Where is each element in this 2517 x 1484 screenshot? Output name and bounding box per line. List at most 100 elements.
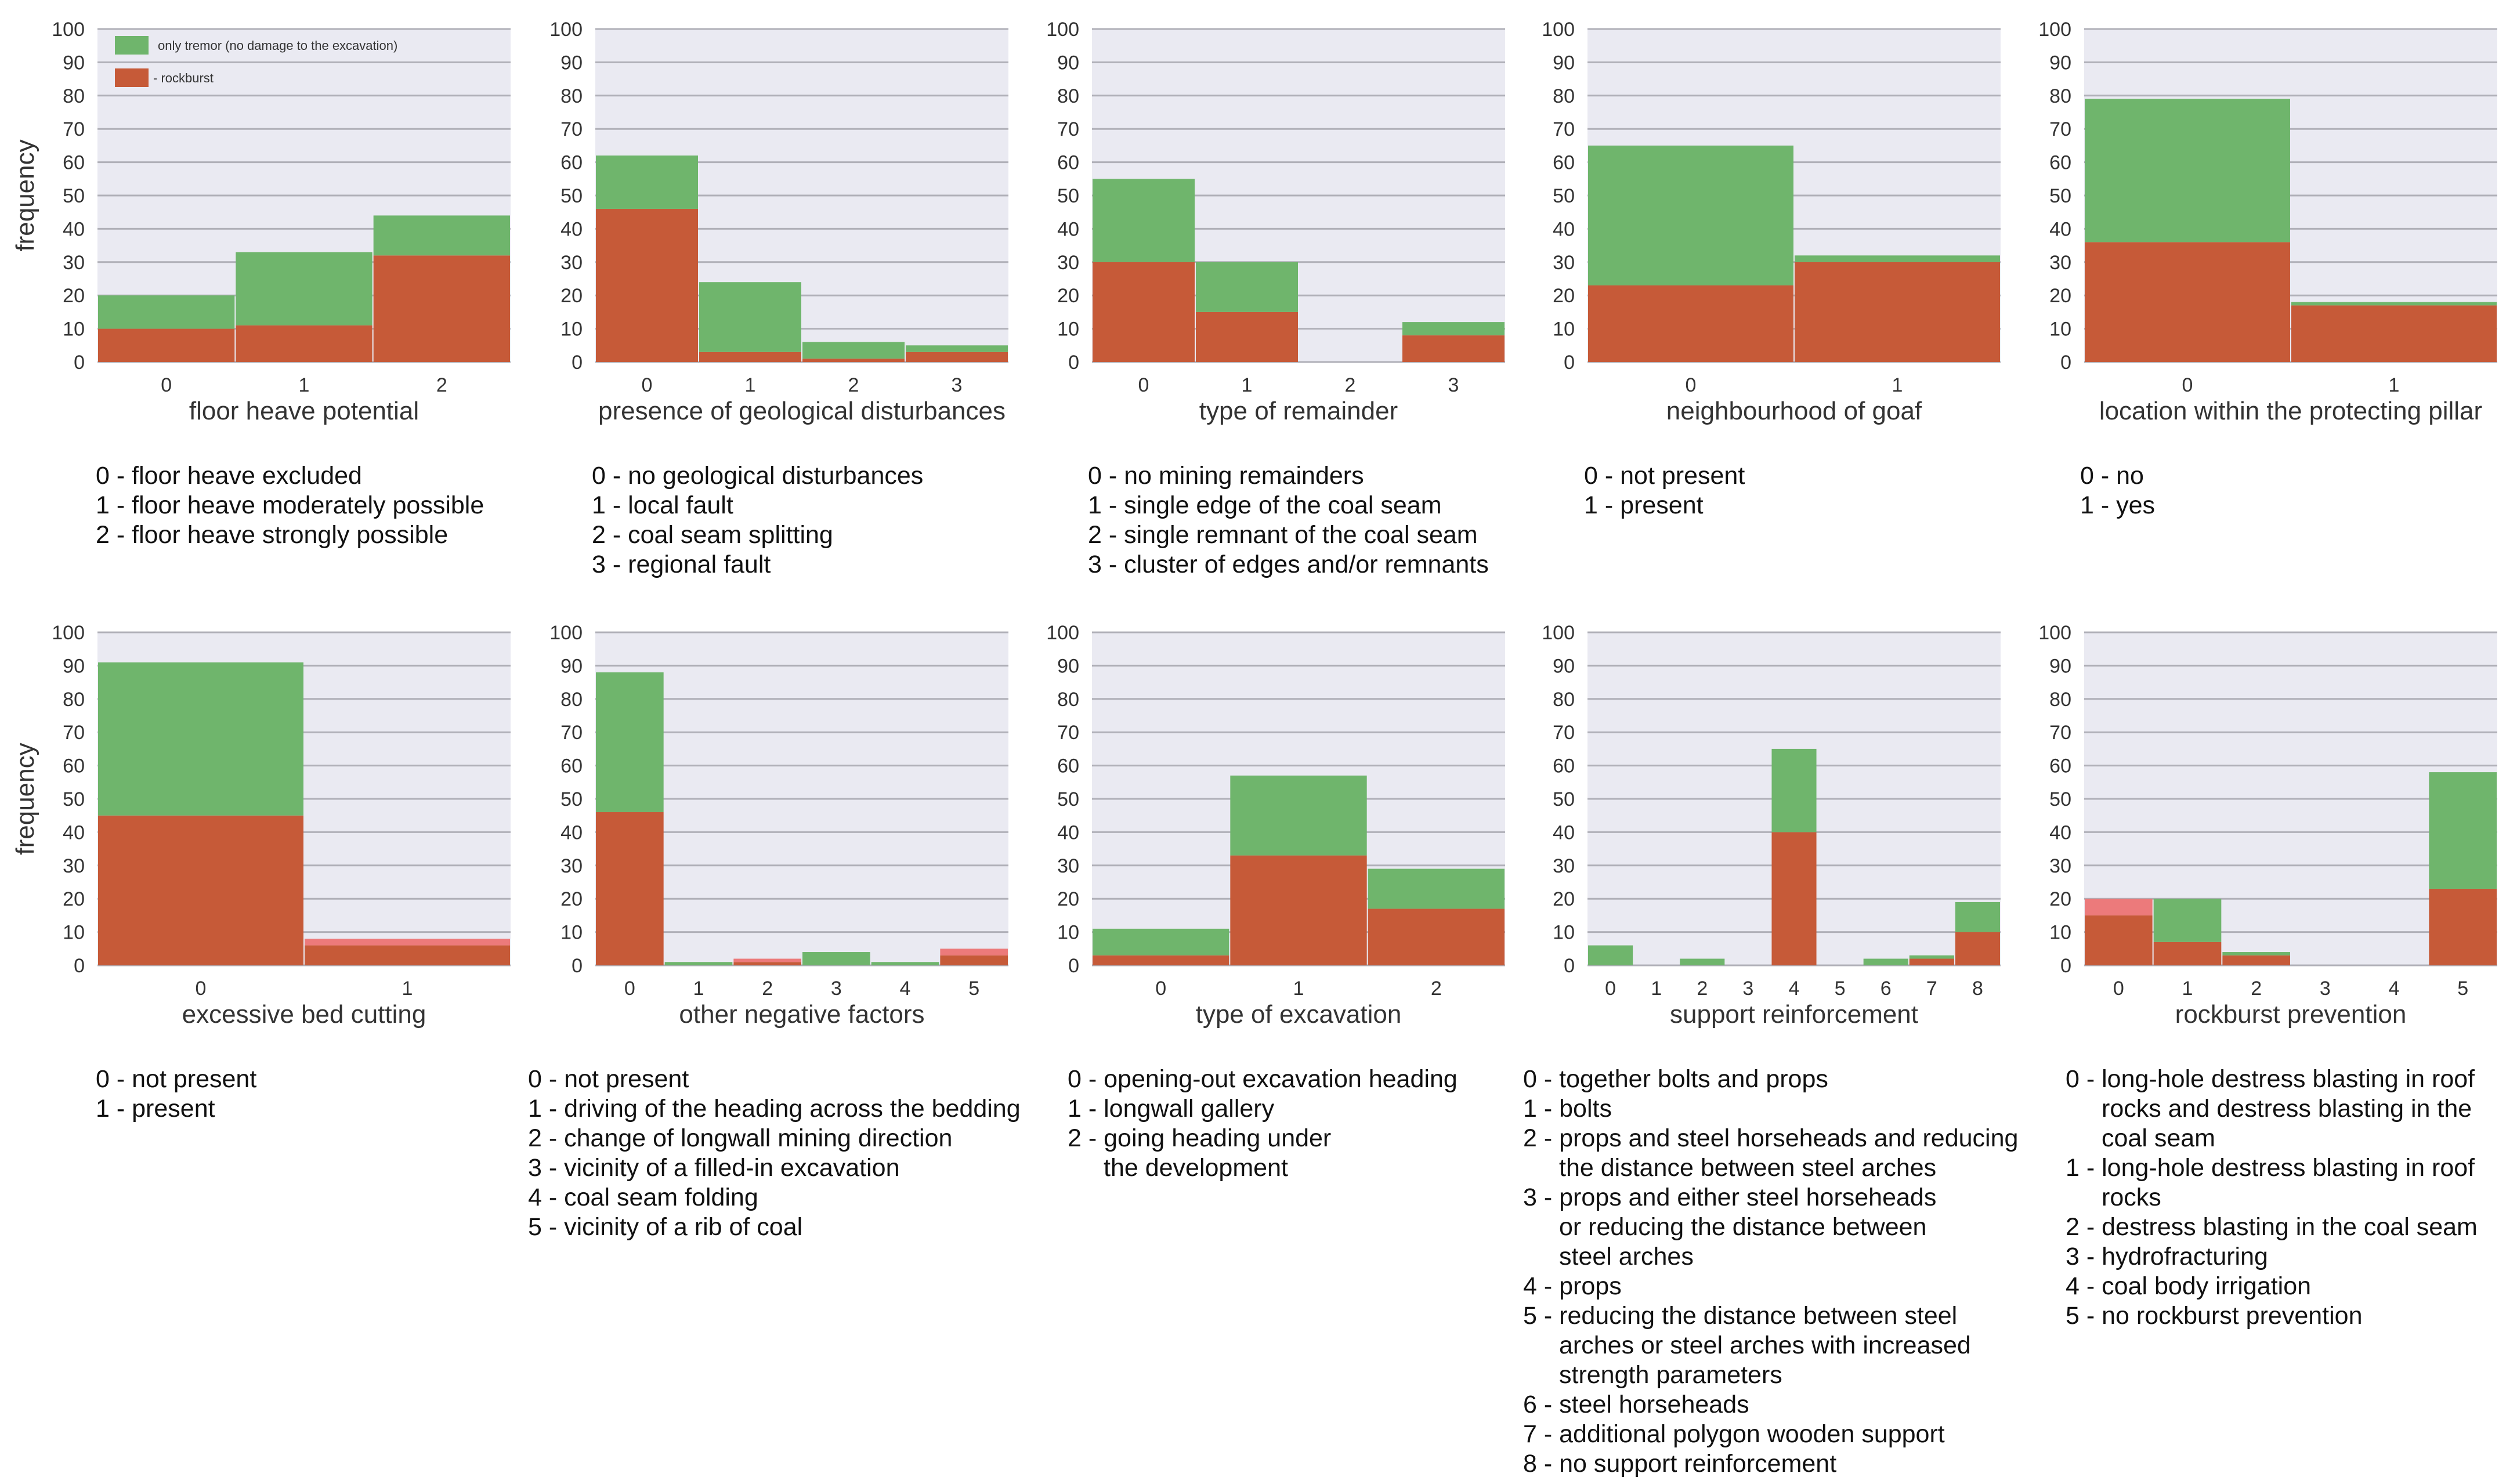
y-tick-label: 80: [2049, 689, 2071, 711]
bar-tremor: [664, 962, 733, 965]
y-tick-label: 30: [2049, 855, 2071, 877]
y-tick-label: 20: [2049, 285, 2071, 307]
y-tick-label: 80: [1553, 85, 1575, 107]
bar-tremor: [373, 215, 510, 256]
y-tick-label: 70: [63, 118, 85, 140]
description-line: or reducing the distance between: [1559, 1213, 1927, 1241]
x-axis-label: type of excavation: [1196, 1000, 1402, 1029]
bar-tremor: [2291, 302, 2497, 306]
description-line: 2 - destress blasting in the coal seam: [2066, 1213, 2478, 1241]
x-tick-label: 5: [2457, 978, 2468, 1000]
description-line: 0 - no geological disturbances: [592, 462, 924, 490]
chart-3: 0 10 20 30 40 50 60 70 80 90 100 0 1 2 3 type of remain…: [1046, 19, 1505, 425]
y-tick-label: 70: [1553, 722, 1575, 744]
bar-rockburst: [373, 255, 510, 362]
bar-tremor: [1093, 928, 1229, 955]
x-tick-label: 2: [1345, 374, 1356, 396]
bar-rockburst: [2429, 888, 2497, 965]
y-tick-label: 30: [1553, 252, 1575, 274]
y-tick-label: 60: [560, 755, 583, 777]
bar-rockburst: [2291, 305, 2497, 362]
y-tick-label: 0: [2060, 955, 2071, 977]
bar-tremor: [2085, 899, 2153, 915]
description-line: 1 - yes: [2080, 491, 2156, 519]
y-tick-label: 0: [1068, 352, 1079, 374]
description-line: 0 - opening-out excavation heading: [1068, 1065, 1458, 1093]
y-tick-label: 80: [1553, 689, 1575, 711]
bar-tremor: [1863, 958, 1908, 965]
x-tick-label: 4: [2389, 978, 2400, 1000]
x-tick-label: 0: [161, 374, 172, 396]
x-tick-label: 4: [1789, 978, 1800, 1000]
x-tick-label: 0: [624, 978, 635, 1000]
description-line: 3 - hydrofracturing: [2066, 1243, 2268, 1271]
y-tick-label: 40: [1057, 218, 1079, 240]
x-tick-label: 1: [1242, 374, 1253, 396]
chart-1: 0 10 20 30 40 50 60 70 80 90 100 0 1 2 floor heave pot…: [11, 19, 511, 425]
y-tick-label: 60: [2049, 152, 2071, 174]
x-tick-label: 0: [1155, 978, 1166, 1000]
y-tick-label: 50: [1057, 788, 1079, 810]
y-tick-label: 100: [1046, 622, 1079, 644]
bar-tremor: [1230, 775, 1367, 856]
y-tick-label: 100: [2038, 19, 2071, 41]
bar-tremor: [871, 962, 939, 965]
y-tick-label: 70: [2049, 722, 2071, 744]
x-tick-label: 1: [1651, 978, 1662, 1000]
description-line: 1 - long-hole destress blasting in roof: [2066, 1154, 2475, 1182]
y-tick-label: 90: [1057, 655, 1079, 677]
y-tick-label: 90: [2049, 52, 2071, 74]
y-tick-label: 10: [2049, 922, 2071, 944]
y-axis-label: frequency: [11, 139, 39, 251]
description-line: 2 - coal seam splitting: [592, 521, 833, 549]
bar-rockburst: [98, 815, 303, 965]
y-tick-label: 80: [63, 85, 85, 107]
description-block-9: 0 - together bolts and props 1 - bolts 2 -…: [1523, 1065, 2018, 1479]
x-tick-label: 2: [1431, 978, 1442, 1000]
y-tick-label: 40: [560, 821, 583, 844]
x-axis-label: floor heave potential: [189, 397, 419, 425]
y-tick-label: 60: [1553, 755, 1575, 777]
bar-rockburst: [1402, 335, 1505, 362]
bar-rockburst: [2085, 915, 2153, 965]
bar-rockburst: [1771, 832, 1817, 965]
chart-7: 0 10 20 30 40 50 60 70 80 90 100 0 1 2 3 4 5 other negati…: [549, 622, 1008, 1029]
x-tick-label: 8: [1972, 978, 1983, 1000]
y-tick-label: 10: [1553, 922, 1575, 944]
description-block-7: 0 - not present 1 - driving of the headin…: [528, 1065, 1021, 1242]
y-tick-label: 90: [1057, 52, 1079, 74]
description-line: 6 - steel horseheads: [1523, 1391, 1749, 1418]
legend: only tremor (no damage to the excavation…: [115, 36, 397, 87]
description-line: 2 - single remnant of the coal seam: [1088, 521, 1478, 549]
x-tick-label: 1: [1293, 978, 1304, 1000]
y-tick-label: 50: [1553, 788, 1575, 810]
bar-tremor: [1402, 322, 1505, 336]
description-line: 1 - present: [1584, 491, 1704, 519]
description-line: 8 - no support reinforcement: [1523, 1450, 1837, 1478]
description-line: 2 - change of longwall mining direction: [528, 1124, 953, 1152]
y-tick-label: 10: [560, 922, 583, 944]
y-tick-label: 80: [1057, 689, 1079, 711]
description-line: 1 - present: [96, 1095, 215, 1123]
bar-tremor: [1588, 945, 1633, 965]
bar-rockburst: [1196, 312, 1298, 362]
x-axis-label: neighbourhood of goaf: [1666, 397, 1922, 425]
y-tick-label: 50: [560, 185, 583, 207]
bar-rockburst: [2222, 955, 2290, 965]
x-tick-label: 3: [1742, 978, 1753, 1000]
y-tick-label: 30: [63, 252, 85, 274]
y-tick-label: 70: [560, 118, 583, 140]
y-tick-label: 100: [52, 622, 85, 644]
chart-10: 0 10 20 30 40 50 60 70 80 90 100 0 1 2 3 4 5 rockburst pr…: [2038, 622, 2497, 1029]
x-tick-label: 4: [900, 978, 911, 1000]
x-tick-label: 0: [2182, 374, 2193, 396]
bar-tremor: [98, 662, 303, 816]
bar-tremor: [1368, 868, 1505, 909]
x-tick-label: 1: [2389, 374, 2400, 396]
x-tick-label: 1: [1892, 374, 1903, 396]
y-tick-label: 80: [560, 689, 583, 711]
description-block-2: 0 - no geological disturbances 1 - local …: [592, 461, 923, 580]
legend-label-rockburst: - rockburst: [153, 71, 214, 85]
